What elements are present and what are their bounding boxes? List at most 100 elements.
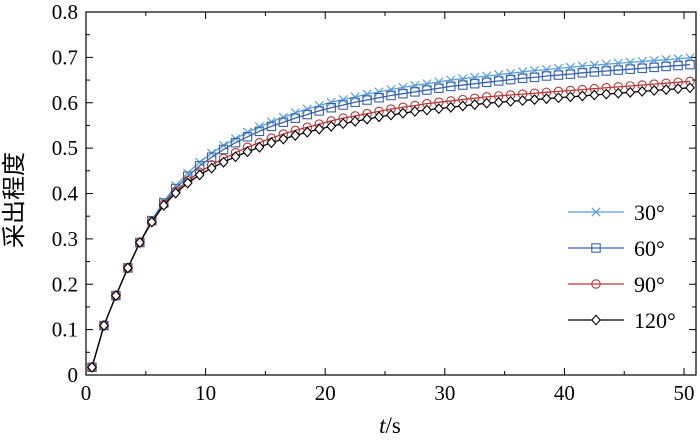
legend-label: 30° — [634, 200, 665, 225]
y-tick-label: 0.7 — [52, 45, 78, 69]
data-point — [314, 123, 325, 135]
data-point — [278, 133, 289, 145]
axes: 0 10 20 30 40 50 0 0.1 0.2 0.3 0.4 0.5 0.6 0.7 0.8 — [52, 0, 697, 405]
series-line — [91, 87, 691, 368]
legend-marker — [591, 243, 601, 253]
legend-entry-3: 90° — [568, 272, 665, 297]
data-point — [326, 102, 336, 113]
data-point — [517, 94, 528, 107]
data-point — [494, 69, 504, 80]
data-point — [338, 100, 348, 110]
series-layer — [87, 53, 695, 373]
data-point — [374, 87, 384, 97]
y-axis-label: 采出程度 — [0, 152, 28, 248]
y-tick-label: 0.1 — [52, 318, 78, 342]
data-point — [685, 59, 695, 70]
data-point — [517, 67, 528, 77]
series-1 — [87, 53, 695, 372]
data-point — [661, 84, 672, 96]
data-point — [409, 105, 420, 117]
data-point — [386, 109, 396, 121]
series-2 — [87, 59, 695, 373]
data-point — [505, 95, 516, 107]
data-point — [182, 177, 193, 189]
x-tick-label: 30 — [434, 381, 455, 405]
legend-label: 120° — [634, 308, 676, 333]
data-point — [338, 94, 348, 105]
y-tick-label: 0.5 — [52, 136, 78, 160]
legend-label: 90° — [634, 272, 665, 297]
legend-entry-2: 60° — [568, 236, 665, 261]
data-point — [481, 97, 492, 109]
data-point — [254, 126, 265, 137]
data-point — [326, 120, 337, 132]
data-point — [398, 107, 408, 119]
y-tick-label: 0.6 — [52, 91, 78, 115]
data-point — [278, 117, 289, 128]
x-tick-label: 0 — [81, 381, 92, 405]
data-point — [386, 90, 396, 101]
x-tick-label: 40 — [554, 381, 575, 405]
data-point — [338, 118, 349, 130]
data-point — [445, 101, 456, 113]
data-point — [314, 106, 324, 116]
x-axis-label-unit: /s — [386, 413, 401, 438]
data-point — [195, 157, 205, 167]
data-point — [481, 77, 492, 88]
data-point — [589, 89, 600, 101]
data-point — [529, 94, 540, 106]
x-axis-label: t/s — [379, 413, 401, 438]
data-point — [350, 97, 360, 108]
series-3 — [87, 76, 695, 373]
data-point — [529, 72, 540, 83]
data-point — [218, 156, 229, 168]
data-point — [422, 79, 432, 89]
data-point — [290, 113, 301, 123]
data-point — [673, 60, 683, 71]
data-point — [218, 144, 229, 155]
data-point — [553, 92, 564, 104]
data-point — [458, 74, 468, 84]
data-point — [422, 85, 432, 95]
legend: 30° 60° 90° 120° — [568, 200, 676, 333]
data-point — [183, 168, 193, 178]
data-point — [673, 83, 683, 95]
legend-marker — [591, 207, 601, 217]
data-point — [350, 92, 360, 102]
y-tick-label: 0.3 — [52, 227, 78, 251]
data-point — [637, 63, 647, 74]
data-point — [649, 84, 660, 97]
data-point — [278, 112, 288, 122]
data-point — [302, 104, 312, 114]
data-point — [565, 91, 576, 103]
data-point — [230, 151, 241, 163]
data-point — [446, 81, 456, 92]
data-point — [99, 320, 109, 332]
data-point — [493, 96, 504, 108]
x-tick-label: 10 — [195, 381, 216, 405]
data-point — [577, 68, 588, 78]
data-point — [625, 64, 635, 74]
data-point — [470, 72, 480, 82]
data-point — [398, 82, 408, 92]
data-point — [290, 108, 300, 118]
y-tick-label: 0 — [68, 363, 79, 387]
data-point — [146, 216, 157, 228]
x-tick-label: 50 — [674, 381, 695, 405]
data-point — [110, 290, 121, 302]
data-point — [601, 66, 612, 76]
data-point — [230, 137, 241, 148]
x-axis-label-variable: t — [379, 413, 386, 438]
data-point — [589, 67, 600, 77]
data-point — [553, 70, 564, 80]
data-point — [410, 87, 420, 97]
data-point — [637, 85, 648, 97]
data-point — [350, 115, 361, 127]
data-point — [577, 90, 588, 102]
data-point — [242, 146, 253, 158]
data-point — [158, 199, 169, 211]
data-point — [290, 129, 301, 141]
data-point — [482, 71, 492, 81]
data-point — [374, 93, 384, 103]
